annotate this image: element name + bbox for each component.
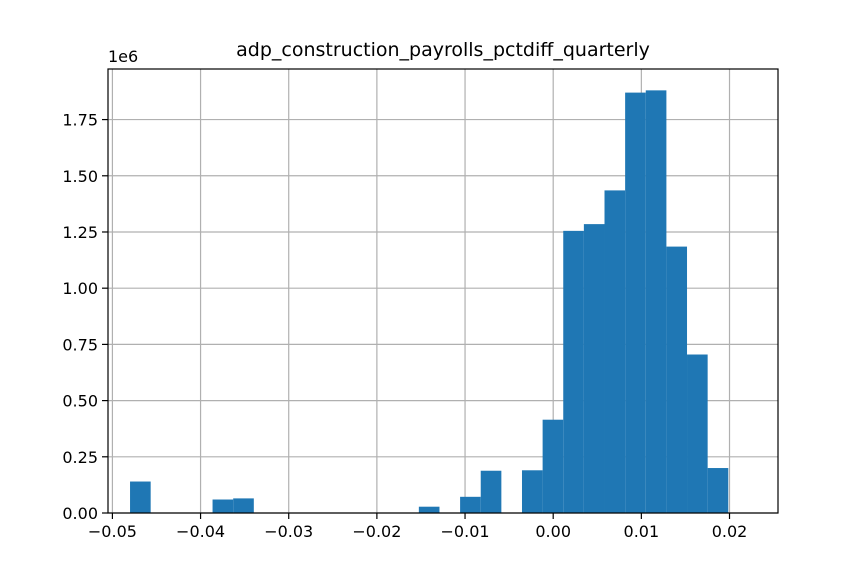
histogram-bar	[583, 224, 605, 513]
x-tick-label: 0.01	[624, 522, 660, 541]
y-tick-label: 1.25	[62, 223, 98, 242]
histogram-bar	[707, 468, 729, 513]
histogram-bar	[521, 470, 543, 513]
histogram-bar	[563, 230, 584, 514]
y-tick-label: 0.50	[62, 392, 98, 411]
y-tick-label: 1.00	[62, 279, 98, 298]
x-tick-label: 0.00	[535, 522, 571, 541]
x-tick-label: −0.05	[88, 522, 137, 541]
histogram-bar	[645, 90, 667, 513]
histogram-bar	[480, 470, 502, 513]
histogram-bar	[212, 499, 234, 513]
histogram-bar	[418, 506, 440, 513]
histogram-bar	[666, 246, 688, 513]
x-tick-label: −0.03	[264, 522, 313, 541]
histogram-bar	[542, 419, 564, 513]
axis-ticks: −0.05 −0.04 −0.03 −0.02 −0.01 0.00 0.01 0.02 0.0…	[62, 111, 747, 541]
y-tick-label: 1.75	[62, 111, 98, 130]
x-tick-label: −0.04	[176, 522, 225, 541]
x-tick-label: 0.02	[712, 522, 748, 541]
histogram-bar	[604, 190, 626, 513]
y-tick-label: 0.25	[62, 448, 98, 467]
plot-frame	[107, 68, 779, 514]
histogram-bar	[233, 498, 254, 513]
histogram-bar	[130, 481, 151, 513]
histogram-bars	[130, 90, 729, 514]
histogram-bar	[625, 92, 646, 513]
histogram-bar	[687, 354, 708, 513]
y-tick-label: 0.00	[62, 504, 98, 523]
histogram-bar	[460, 496, 481, 513]
chart-title: adp_construction_payrolls_pctdiff_quarte…	[236, 39, 650, 61]
y-offset-label: 1e6	[108, 47, 138, 66]
y-tick-label: 0.75	[62, 335, 98, 354]
x-tick-label: −0.02	[352, 522, 401, 541]
x-tick-label: −0.01	[441, 522, 490, 541]
y-tick-label: 1.50	[62, 167, 98, 186]
